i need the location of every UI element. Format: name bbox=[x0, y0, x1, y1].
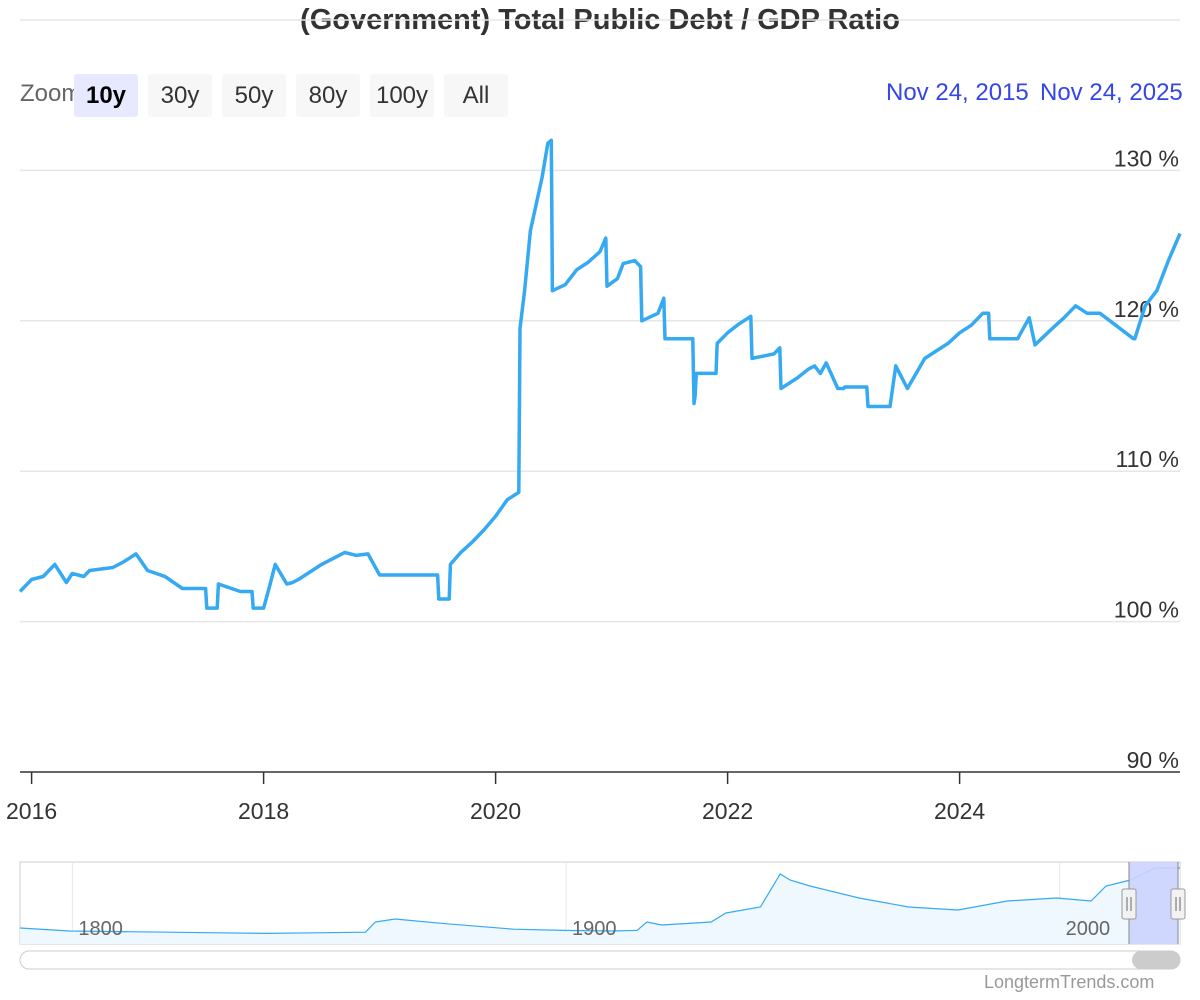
navigator-labels: 1800 1900 2000 bbox=[78, 918, 1110, 940]
scrollbar[interactable] bbox=[19, 950, 1181, 970]
zoom-100y-button[interactable]: 100y bbox=[370, 74, 434, 117]
series-line bbox=[18, 138, 1182, 610]
x-tick-label: 2016 bbox=[6, 798, 57, 824]
y-tick-label: 100 % bbox=[1114, 597, 1179, 623]
range-from-date[interactable]: Nov 24, 2015 bbox=[886, 79, 1029, 106]
y-tick-label: 120 % bbox=[1114, 296, 1179, 322]
navigator-line bbox=[19, 867, 1180, 935]
x-tick-label: 2018 bbox=[238, 798, 289, 824]
navigator-area bbox=[20, 868, 1180, 944]
zoom-50y-button[interactable]: 50y bbox=[222, 74, 286, 117]
x-tick-label: 2024 bbox=[934, 798, 985, 824]
y-tick-label: 130 % bbox=[1114, 145, 1179, 171]
scrollbar-track[interactable] bbox=[19, 950, 1181, 970]
zoom-80y-button[interactable]: 80y bbox=[296, 74, 360, 117]
navigator-handle-right[interactable] bbox=[1170, 888, 1186, 920]
zoom-10y-button[interactable]: 10y bbox=[74, 74, 138, 117]
range-to-date[interactable]: Nov 24, 2025 bbox=[1040, 79, 1183, 106]
zoom-label: Zoom bbox=[20, 80, 76, 107]
zoom-all-button[interactable]: All bbox=[444, 74, 508, 117]
gridlines bbox=[20, 19, 1180, 623]
navigator-label: 1800 bbox=[78, 918, 123, 940]
zoom-30y-button[interactable]: 30y bbox=[148, 74, 212, 117]
navigator-label: 1900 bbox=[572, 918, 617, 940]
x-axis-labels: 2016 2018 2020 2022 2024 bbox=[6, 772, 985, 824]
x-tick-label: 2022 bbox=[702, 798, 753, 824]
navigator-label: 2000 bbox=[1066, 918, 1111, 940]
y-axis-labels: 90 % 100 % 110 % 120 % 130 % bbox=[1114, 145, 1179, 773]
navigator[interactable]: 1800 1900 2000 bbox=[19, 861, 1186, 945]
x-tick-label: 2020 bbox=[470, 798, 521, 824]
y-tick-label: 110 % bbox=[1115, 446, 1179, 472]
scrollbar-thumb[interactable] bbox=[1132, 951, 1180, 969]
credit-link[interactable]: LongtermTrends.com bbox=[984, 972, 1155, 992]
navigator-handle-left[interactable] bbox=[1121, 888, 1137, 920]
y-tick-label: 90 % bbox=[1127, 747, 1179, 773]
navigator-selection-mask[interactable] bbox=[1129, 862, 1178, 944]
